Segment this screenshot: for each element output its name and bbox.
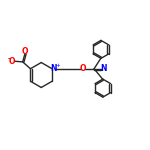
Text: +: + <box>55 63 60 68</box>
Text: O: O <box>9 57 15 66</box>
Text: -: - <box>8 56 10 62</box>
Text: N: N <box>50 64 57 73</box>
Text: O: O <box>80 64 86 73</box>
Text: N: N <box>100 64 106 73</box>
Text: O: O <box>22 46 28 56</box>
